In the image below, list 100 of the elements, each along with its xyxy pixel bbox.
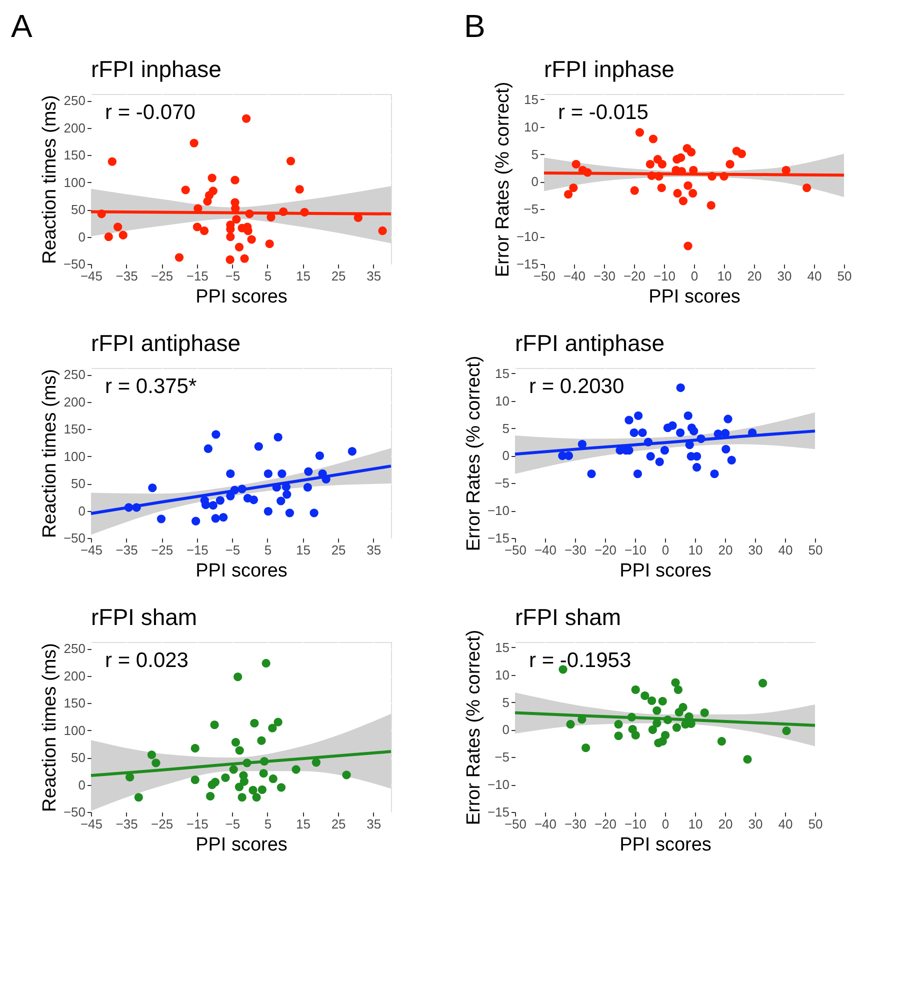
point: [378, 226, 387, 236]
point: [257, 736, 266, 745]
point: [633, 470, 642, 478]
y-tick-label: −5: [524, 202, 538, 217]
chart-title: rFPI inphase: [544, 56, 674, 82]
point: [240, 254, 249, 263]
x-tick-label: 40: [778, 816, 793, 832]
x-tick-label: 50: [837, 268, 852, 284]
point: [268, 724, 277, 732]
point: [250, 718, 259, 728]
point: [652, 718, 662, 728]
point: [686, 148, 696, 156]
point: [782, 726, 791, 736]
point: [181, 186, 190, 194]
x-tick-label: 5: [264, 816, 272, 832]
point: [104, 232, 113, 242]
point: [647, 696, 656, 705]
point: [248, 786, 258, 795]
y-tick-label: 250: [64, 367, 86, 382]
point: [652, 706, 662, 715]
x-tick-label: 20: [747, 268, 762, 284]
point: [240, 777, 249, 786]
x-tick-label: −40: [534, 816, 557, 832]
y-tick-label: 15: [495, 640, 510, 655]
point: [97, 210, 106, 218]
y-tick-label: −15: [487, 804, 510, 820]
y-tick-label: 200: [64, 668, 86, 684]
point: [230, 486, 239, 494]
point: [208, 174, 216, 182]
y-tick-label: −15: [487, 530, 510, 546]
y-tick-label: 5: [502, 420, 510, 436]
point: [727, 456, 736, 464]
x-tick-label: −35: [116, 542, 138, 558]
x-tick-label: −25: [151, 816, 174, 832]
x-tick-label: −40: [563, 268, 586, 284]
point: [247, 235, 256, 244]
point: [204, 444, 213, 453]
point: [264, 506, 273, 516]
point: [208, 500, 218, 510]
chart-title: rFPI antiphase: [515, 330, 665, 356]
point: [242, 758, 252, 768]
x-tick-label: 40: [807, 268, 822, 284]
y-tick-label: 50: [71, 750, 86, 766]
point: [672, 723, 682, 732]
point: [572, 160, 580, 169]
point: [276, 496, 286, 506]
y-tick-label: −5: [494, 750, 510, 765]
point: [285, 508, 294, 518]
y-tick-label: 100: [64, 722, 86, 738]
x-tick-label: −20: [623, 268, 646, 284]
x-tick-label: −5: [225, 816, 240, 832]
x-tick-label: −10: [653, 268, 676, 284]
x-tick-label: 5: [264, 542, 272, 558]
x-tick-label: −20: [594, 542, 617, 558]
point: [737, 149, 746, 158]
point: [646, 452, 655, 461]
point: [658, 160, 667, 169]
x-tick-label: 15: [296, 816, 310, 832]
point: [156, 514, 166, 524]
point: [258, 785, 267, 794]
point: [348, 447, 357, 456]
point: [303, 483, 312, 492]
point: [566, 720, 575, 729]
y-tick-label: −50: [63, 256, 86, 272]
point: [230, 176, 240, 184]
point: [108, 157, 117, 166]
point: [264, 469, 273, 478]
point: [689, 426, 698, 436]
point: [655, 457, 664, 466]
point: [210, 720, 219, 730]
y-tick-label: 200: [64, 120, 86, 136]
x-tick-label: 50: [808, 542, 823, 558]
point: [190, 138, 198, 148]
x-tick-label: 20: [718, 542, 733, 558]
point: [635, 128, 644, 137]
point: [292, 765, 300, 774]
x-tick-label: −35: [116, 816, 138, 832]
point: [676, 153, 686, 162]
point: [710, 470, 719, 478]
point: [630, 428, 638, 438]
point: [696, 434, 706, 444]
y-tick-label: −5: [494, 476, 510, 491]
y-tick-label: 200: [64, 394, 86, 410]
point: [234, 782, 244, 792]
point: [692, 462, 702, 472]
x-tick-label: −10: [624, 542, 647, 558]
x-tick-label: 0: [662, 816, 670, 832]
annotation: r = 0.023: [105, 649, 188, 672]
point: [190, 776, 200, 784]
point: [208, 186, 218, 196]
point: [259, 768, 268, 778]
point: [268, 774, 278, 784]
point: [286, 156, 296, 166]
y-axis-title: Error Rates (% correct): [463, 356, 484, 552]
point: [252, 792, 261, 802]
point: [282, 490, 292, 499]
annotation: r = -0.070: [105, 101, 196, 124]
point: [231, 738, 240, 747]
x-tick-label: −25: [151, 268, 174, 284]
y-tick-label: 0: [502, 448, 510, 464]
